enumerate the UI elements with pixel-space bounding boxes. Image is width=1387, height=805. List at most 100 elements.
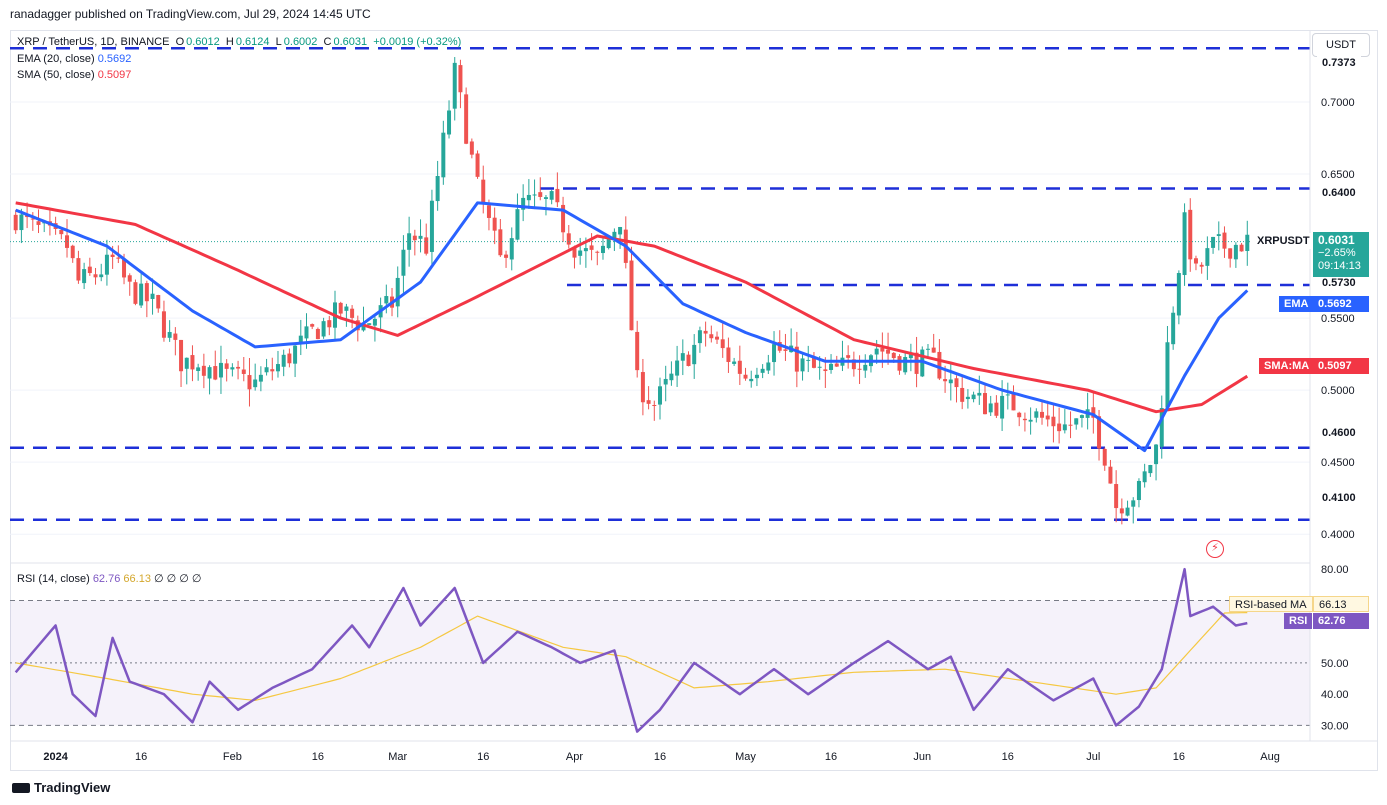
candle-body	[1011, 393, 1016, 411]
currency-button[interactable]: USDT	[1312, 33, 1370, 57]
candle-body	[1193, 258, 1198, 264]
rsi-ma-legend-value: 66.13	[123, 573, 151, 585]
candle-body	[1062, 424, 1067, 431]
candle-body	[429, 200, 434, 252]
candle-body	[161, 311, 166, 338]
tradingview-logo-icon	[12, 782, 30, 793]
candle-body	[424, 237, 429, 254]
close-value: 0.6031	[333, 36, 368, 48]
candle-body	[76, 258, 81, 281]
candle-body	[122, 259, 127, 278]
candle-body	[1205, 248, 1210, 266]
candle-body	[1028, 419, 1033, 422]
candle-body	[709, 334, 714, 339]
rsi-legend[interactable]: RSI (14, close) 62.76 66.13 ∅ ∅ ∅ ∅	[17, 573, 202, 585]
time-tick-label: Apr	[566, 751, 583, 763]
candle-body	[834, 363, 839, 367]
candle-body	[367, 323, 372, 325]
level-label-2: 0.5730	[1317, 275, 1361, 291]
candle-body	[1068, 424, 1073, 426]
level-label-3: 0.4600	[1317, 425, 1361, 441]
candle-body	[1000, 395, 1005, 419]
candle-body	[99, 274, 104, 278]
rsi-line	[14, 567, 1248, 733]
change-value: +0.0019 (+0.32%)	[373, 36, 462, 48]
candle-body	[829, 363, 834, 370]
current-price-box: 0.6031 −2.65% 09:14:13	[1313, 232, 1369, 277]
candle-body	[458, 65, 463, 93]
candle-body	[566, 233, 571, 245]
candle-body	[749, 378, 754, 382]
time-tick-label: Feb	[223, 751, 242, 763]
ema-legend[interactable]: EMA (20, close) 0.5692	[17, 53, 132, 65]
candle-body	[1125, 507, 1130, 516]
candle-body	[435, 176, 440, 202]
candle-body	[412, 235, 417, 241]
candle-body	[669, 373, 674, 381]
candle-body	[1091, 407, 1096, 418]
candle-body	[1182, 212, 1187, 276]
price-tick-label: 0.5000	[1321, 385, 1355, 397]
candle-body	[384, 296, 389, 304]
time-tick-label: May	[735, 751, 756, 763]
price-axis: 0.7000 0.6500 0.5500 0.5000 0.4500 0.4000	[1309, 30, 1355, 741]
candle-body	[492, 217, 497, 231]
tradingview-logo[interactable]: TradingView	[12, 780, 110, 795]
candle-body	[230, 367, 235, 370]
candle-body	[521, 197, 526, 210]
candle-body	[321, 321, 326, 337]
candle-body	[897, 356, 902, 371]
candle-body	[971, 394, 976, 400]
candle-body	[937, 351, 942, 379]
candle-body	[281, 354, 286, 367]
candle-body	[823, 369, 828, 372]
price-tick-label: 0.6500	[1321, 169, 1355, 181]
candle-body	[600, 245, 605, 254]
candle-body	[943, 379, 948, 382]
open-value: 0.6012	[186, 36, 220, 48]
sma-legend[interactable]: SMA (50, close) 0.5097	[17, 69, 132, 81]
candle-body	[948, 379, 953, 384]
candle-body	[817, 366, 822, 368]
candle-body	[652, 405, 657, 407]
rsi-tick-label: 50.00	[1321, 658, 1349, 670]
price-tick-label: 0.5500	[1321, 313, 1355, 325]
candle-body	[532, 194, 537, 196]
candle-body	[110, 254, 115, 258]
candle-body	[139, 283, 144, 306]
price-tick-label: 0.4000	[1321, 529, 1355, 541]
candle-body	[196, 367, 201, 372]
candle-body	[578, 250, 583, 256]
candle-body	[526, 194, 531, 201]
time-tick-label: 16	[1002, 751, 1014, 763]
candle-body	[475, 153, 480, 177]
candle-body	[549, 191, 554, 200]
candle-body	[908, 354, 913, 359]
candle-body	[275, 364, 280, 372]
candle-body	[293, 345, 298, 364]
candle-body	[190, 355, 195, 370]
candle-body	[1216, 234, 1221, 236]
price-tick-label: 0.4500	[1321, 457, 1355, 469]
candle-body	[236, 366, 241, 369]
candle-body	[287, 353, 292, 364]
candle-body	[589, 245, 594, 250]
candle-body	[87, 266, 92, 274]
current-price: 0.6031	[1318, 233, 1355, 247]
ema-tag-label: EMA	[1279, 296, 1314, 312]
candle-body	[498, 229, 503, 256]
candle-body	[794, 346, 799, 372]
candle-body	[361, 323, 366, 331]
candle-body	[1239, 244, 1244, 252]
chart-frame	[10, 30, 1378, 771]
candle-body	[1228, 248, 1233, 259]
candle-body	[201, 365, 206, 376]
candle-body	[372, 318, 377, 326]
candle-body	[811, 357, 816, 368]
candle-body	[241, 369, 246, 374]
flash-icon[interactable]: ⚡	[1206, 540, 1224, 558]
candle-body	[1199, 264, 1204, 267]
time-tick-label: Jul	[1086, 751, 1100, 763]
candle-body	[304, 326, 309, 339]
